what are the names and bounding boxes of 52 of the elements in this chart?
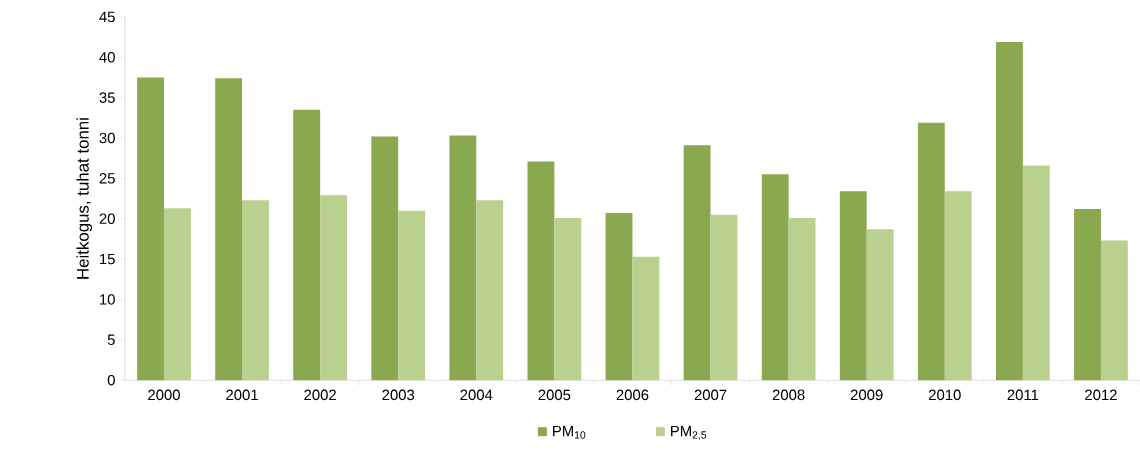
bar [320, 195, 348, 381]
x-tick-label: 2012 [1085, 389, 1117, 401]
x-tick-label: 2000 [148, 389, 180, 401]
y-tick-label: 10 [100, 294, 115, 305]
bar [476, 200, 504, 381]
y-tick-label: 5 [107, 334, 115, 346]
x-tick-label: 2004 [460, 389, 493, 401]
y-tick-label: 40 [99, 52, 115, 63]
bar [761, 174, 789, 381]
bar [242, 200, 269, 381]
bar [605, 213, 633, 381]
legend-label: PM$_{10}$ [553, 426, 586, 439]
x-tick-label: 2001 [226, 389, 258, 401]
y-tick-label: 35 [99, 92, 115, 104]
bar [293, 109, 321, 381]
bar [215, 78, 243, 381]
bar [1100, 240, 1128, 381]
bar [398, 210, 426, 381]
bar [163, 208, 191, 381]
bar [371, 136, 399, 381]
bar [944, 191, 972, 381]
bar [1022, 165, 1050, 381]
bar [996, 42, 1023, 381]
x-tick-label: 2011 [1007, 389, 1039, 401]
y-tick-label: 45 [99, 11, 115, 23]
bar [554, 218, 582, 381]
y-tick-label: 30 [99, 132, 115, 144]
y-tick-label: 15 [100, 254, 115, 265]
bar [866, 229, 894, 381]
x-tick-label: 2008 [772, 389, 805, 401]
bar [137, 77, 164, 381]
x-tick-label: 2007 [694, 389, 727, 401]
legend-label: PM$_{2,5}$ [671, 426, 707, 441]
bar [683, 145, 711, 381]
y-axis-title: Heitkogus, tuhat tonni [76, 118, 93, 279]
x-tick-label: 2005 [538, 389, 571, 401]
bar [839, 191, 867, 381]
y-tick-label: 0 [107, 375, 115, 386]
bar [1074, 209, 1101, 381]
y-tick-label: 20 [99, 213, 115, 225]
x-tick-label: 2006 [616, 389, 649, 401]
bar [788, 218, 816, 381]
bar [449, 135, 477, 381]
x-tick-label: 2010 [929, 389, 961, 401]
bar [527, 161, 555, 381]
bar [710, 214, 738, 381]
x-tick-label: 2002 [304, 389, 336, 401]
bar [917, 122, 945, 381]
x-tick-label: 2003 [382, 389, 415, 401]
bar [632, 256, 660, 381]
y-tick-label: 25 [99, 173, 115, 184]
x-tick-label: 2009 [850, 389, 883, 401]
